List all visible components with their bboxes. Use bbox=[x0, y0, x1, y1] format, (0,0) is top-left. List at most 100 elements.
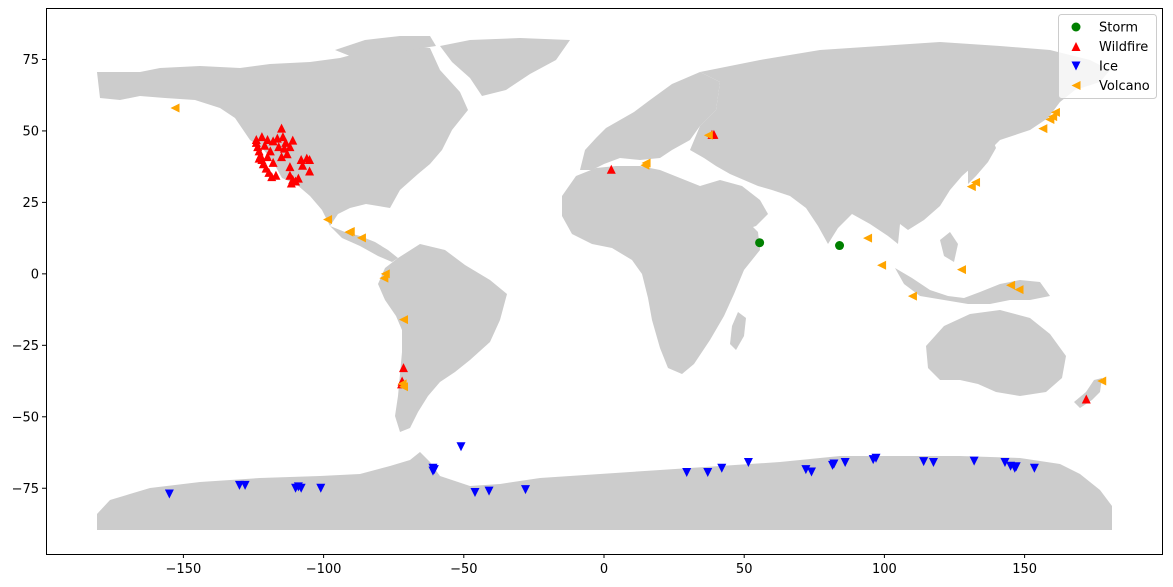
wildfire-point bbox=[268, 136, 278, 146]
legend-item-ice: Ice bbox=[1071, 60, 1118, 75]
land-greenland bbox=[440, 38, 570, 96]
land-philippines bbox=[940, 232, 958, 262]
legend: Storm Wildfire Ice Volcano bbox=[1058, 14, 1157, 99]
wildfire-point bbox=[293, 173, 303, 183]
volcano-point bbox=[966, 182, 976, 192]
ice-point bbox=[164, 489, 174, 499]
legend-item-storm: Storm bbox=[1071, 21, 1138, 36]
ice-point bbox=[429, 465, 439, 475]
ice-point bbox=[484, 486, 494, 496]
y-tick-label: 0 bbox=[31, 267, 39, 282]
x-tick-label: 150 bbox=[1012, 562, 1037, 577]
storm-point bbox=[835, 241, 845, 251]
x-tick-label: −50 bbox=[450, 562, 477, 577]
land-new-zealand bbox=[1074, 378, 1102, 408]
wildfire-point bbox=[305, 166, 315, 176]
volcano-point bbox=[1097, 376, 1107, 386]
volcano-point bbox=[323, 215, 333, 225]
volcano-point bbox=[399, 382, 409, 392]
volcano-point bbox=[703, 130, 713, 140]
land-southeast-asia-islands bbox=[895, 268, 1050, 304]
ice-point bbox=[871, 453, 881, 463]
ice-point bbox=[520, 485, 530, 495]
land-central-america bbox=[330, 226, 398, 262]
volcano-point bbox=[863, 233, 873, 243]
wildfire-point bbox=[278, 132, 288, 142]
volcano-point bbox=[957, 265, 967, 275]
wildfire-point bbox=[251, 134, 261, 144]
volcano-point bbox=[1006, 280, 1016, 290]
storm-point bbox=[755, 238, 765, 248]
y-tick-label: 75 bbox=[22, 53, 39, 68]
y-tick-label: −25 bbox=[12, 339, 39, 354]
y-tick-label: 25 bbox=[22, 196, 39, 211]
wildfire-point bbox=[606, 164, 616, 174]
series-volcano bbox=[170, 103, 1107, 392]
wildfire-point bbox=[296, 155, 306, 165]
wildfire-point bbox=[282, 149, 292, 159]
wildfire-point bbox=[277, 123, 287, 133]
land-arabia bbox=[700, 180, 768, 232]
ice-point bbox=[969, 456, 979, 466]
wildfire-point bbox=[277, 152, 287, 162]
volcano-point bbox=[399, 315, 409, 325]
legend-marker-volcano bbox=[1071, 81, 1081, 90]
y-axis: −75 −50 −25 0 25 50 75 bbox=[12, 53, 46, 497]
ice-point bbox=[829, 459, 839, 469]
legend-label-volcano: Volcano bbox=[1099, 79, 1150, 94]
land-asia bbox=[690, 42, 1110, 244]
legend-frame bbox=[1058, 14, 1157, 99]
wildfire-point bbox=[285, 142, 295, 152]
legend-marker-ice bbox=[1071, 61, 1081, 71]
y-tick-label: 50 bbox=[22, 124, 39, 139]
wildfire-point bbox=[265, 146, 275, 156]
volcano-point bbox=[971, 177, 981, 187]
ice-point bbox=[801, 465, 811, 475]
x-axis: −150 −100 −50 0 50 100 150 bbox=[166, 554, 1037, 577]
legend-item-volcano: Volcano bbox=[1071, 79, 1150, 94]
ice-point bbox=[682, 468, 692, 478]
legend-items: Storm Wildfire Ice Volcano bbox=[1071, 21, 1150, 94]
ice-point bbox=[806, 467, 816, 477]
land-japan bbox=[968, 138, 996, 184]
wildfire-point bbox=[254, 153, 264, 163]
ice-point bbox=[1011, 462, 1021, 472]
ice-point bbox=[840, 458, 850, 468]
x-tick-label: 50 bbox=[736, 562, 753, 577]
ice-point bbox=[316, 483, 326, 493]
legend-label-storm: Storm bbox=[1099, 21, 1138, 36]
world-map-background bbox=[97, 36, 1112, 530]
wildfire-point bbox=[268, 157, 278, 167]
volcano-point bbox=[379, 273, 389, 283]
volcano-point bbox=[1050, 107, 1060, 117]
wildfire-point bbox=[285, 162, 295, 172]
land-antarctica bbox=[97, 452, 1112, 530]
volcano-point bbox=[170, 103, 180, 113]
wildfire-point bbox=[257, 132, 267, 142]
wildfire-point bbox=[298, 160, 308, 170]
wildfire-point bbox=[1081, 394, 1091, 404]
land-europe bbox=[580, 72, 720, 170]
land-south-america bbox=[378, 244, 507, 432]
volcano-point bbox=[1038, 124, 1048, 134]
ice-point bbox=[296, 483, 306, 493]
wildfire-point bbox=[263, 134, 273, 144]
x-tick-label: 100 bbox=[872, 562, 897, 577]
series-storm bbox=[755, 238, 845, 251]
land-madagascar bbox=[730, 312, 746, 350]
volcano-point bbox=[641, 158, 651, 168]
wildfire-point bbox=[274, 142, 284, 152]
ice-point bbox=[1029, 463, 1039, 473]
wildfire-point bbox=[281, 137, 291, 147]
ice-point bbox=[919, 457, 929, 467]
y-tick-label: −50 bbox=[12, 410, 39, 425]
volcano-point bbox=[877, 260, 887, 270]
y-tick-label: −75 bbox=[12, 482, 39, 497]
volcano-point bbox=[1048, 112, 1058, 122]
volcano-point bbox=[907, 291, 917, 301]
legend-marker-wildfire bbox=[1071, 42, 1081, 51]
legend-item-wildfire: Wildfire bbox=[1071, 40, 1148, 55]
ice-point bbox=[928, 458, 938, 468]
land-australia bbox=[926, 310, 1066, 396]
